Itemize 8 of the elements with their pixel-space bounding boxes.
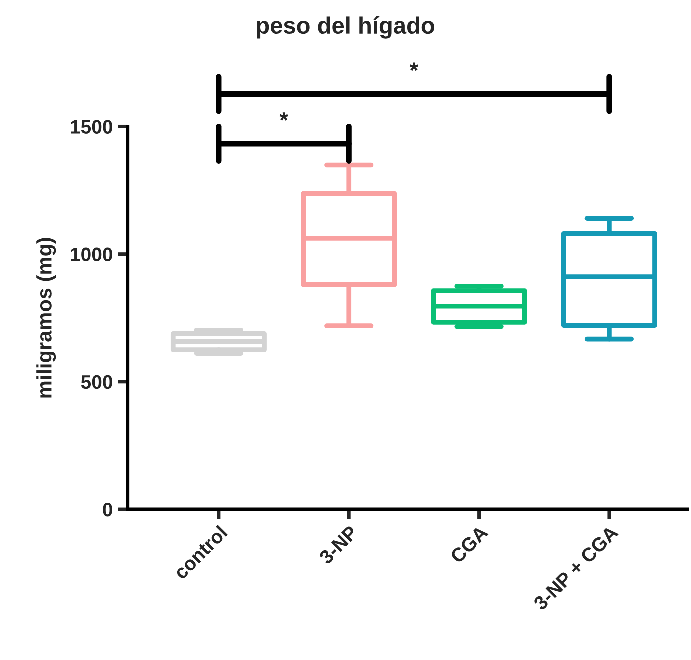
y-tick-label: 1000 bbox=[71, 248, 112, 262]
text: * bbox=[410, 62, 418, 72]
text: * bbox=[280, 112, 288, 121]
y-tick-label: 0 bbox=[103, 502, 112, 517]
y-tick-label: 500 bbox=[81, 375, 112, 390]
chart-title: peso del hígado bbox=[257, 16, 434, 39]
y-axis-title: miligramos (mg) bbox=[36, 238, 56, 398]
y-tick-label: 1500 bbox=[71, 120, 112, 134]
